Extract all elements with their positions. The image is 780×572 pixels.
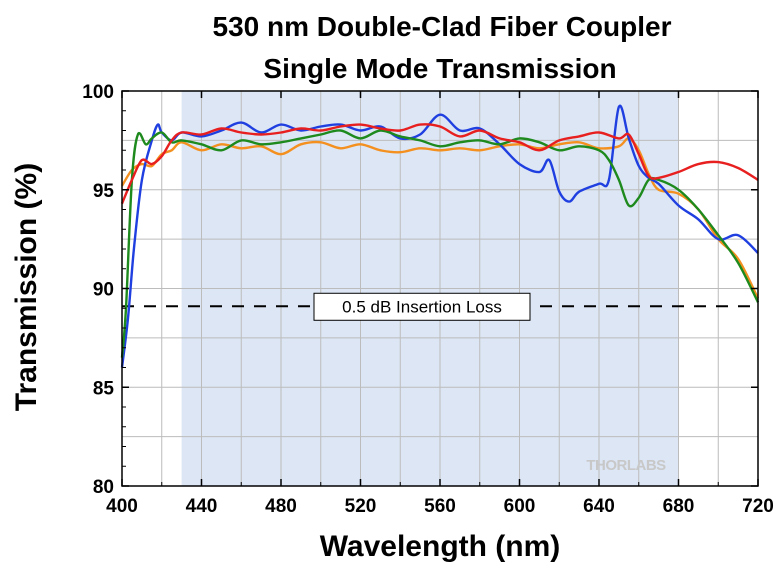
y-tick-label: 85 (93, 378, 115, 399)
series-line-1 (120, 137, 760, 299)
series-group (120, 104, 760, 368)
y-tick-label: 100 (82, 82, 114, 103)
x-tick-label: 400 (106, 496, 138, 517)
y-tick-label: 90 (93, 280, 114, 301)
x-tick-label: 720 (742, 496, 774, 517)
x-tick-label: 600 (504, 496, 536, 517)
y-tick-label: 95 (93, 181, 115, 202)
x-tick-label: 560 (424, 496, 456, 517)
chart-subtitle: Single Mode Transmission (263, 53, 616, 84)
ticks: 400 440 480 520 560 600 640 680 720 80 85 90 95 100 (82, 82, 774, 517)
y-tick-label: 80 (93, 477, 114, 498)
x-tick-label: 440 (186, 496, 218, 517)
insertion-loss-label-box (313, 292, 531, 321)
series-line-3 (120, 129, 760, 358)
x-tick-label: 520 (345, 496, 377, 517)
insertion-loss-label: 0.5 dB Insertion Loss (342, 297, 502, 316)
series-line-4 (120, 123, 759, 205)
x-tick-label: 480 (265, 496, 297, 517)
reference-line-group: 0.5 dB Insertion Loss (122, 292, 758, 321)
x-axis-title: Wavelength (nm) (320, 530, 561, 563)
x-tick-label: 640 (583, 496, 615, 517)
chart-title: 530 nm Double-Clad Fiber Coupler (213, 11, 672, 42)
y-axis-title: Transmission (%) (10, 163, 43, 411)
grid (122, 91, 758, 486)
thorlabs-watermark: THORLABS (586, 457, 666, 474)
x-tick-label: 680 (663, 496, 695, 517)
